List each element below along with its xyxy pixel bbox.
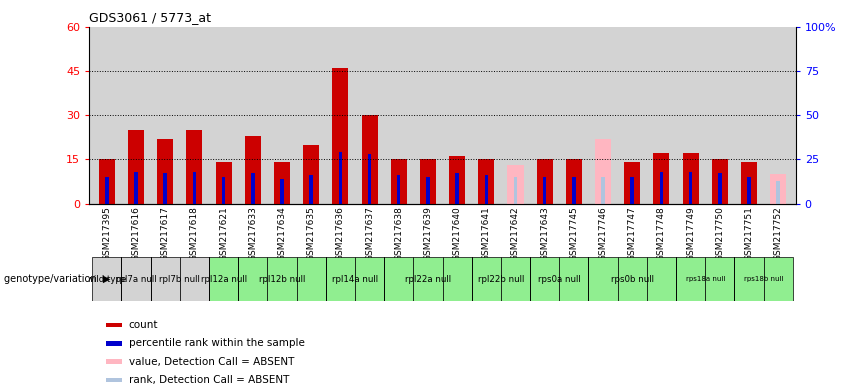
- Bar: [157, 139, 174, 204]
- Text: rpl14a null: rpl14a null: [332, 275, 378, 284]
- Bar: [128, 130, 144, 204]
- Bar: [274, 162, 290, 204]
- Bar: [676, 257, 705, 301]
- Text: value, Detection Call = ABSENT: value, Detection Call = ABSENT: [129, 357, 294, 367]
- Bar: [776, 180, 780, 204]
- Bar: [478, 159, 494, 204]
- Bar: [566, 159, 582, 204]
- Bar: [326, 257, 355, 301]
- Text: wild type: wild type: [87, 275, 127, 284]
- Bar: [501, 257, 530, 301]
- Bar: [151, 257, 180, 301]
- Bar: [718, 174, 722, 204]
- Bar: [180, 257, 209, 301]
- Bar: [384, 257, 414, 301]
- Text: rpl7a null: rpl7a null: [116, 275, 157, 284]
- Bar: [455, 174, 459, 204]
- Bar: [397, 175, 401, 204]
- Text: rps18b null: rps18b null: [744, 276, 783, 282]
- Bar: [449, 156, 465, 204]
- Text: rpl22b null: rpl22b null: [477, 275, 524, 284]
- Bar: [688, 172, 693, 204]
- Bar: [647, 257, 676, 301]
- Bar: [711, 159, 728, 204]
- Text: percentile rank within the sample: percentile rank within the sample: [129, 338, 305, 348]
- Text: rpl22a null: rpl22a null: [405, 275, 451, 284]
- Bar: [238, 257, 267, 301]
- Bar: [222, 177, 226, 204]
- Bar: [251, 174, 254, 204]
- Bar: [572, 177, 575, 204]
- Text: rpl12a null: rpl12a null: [201, 275, 247, 284]
- Bar: [660, 172, 663, 204]
- Bar: [192, 172, 197, 204]
- Bar: [209, 257, 238, 301]
- Bar: [297, 257, 326, 301]
- Bar: [443, 257, 471, 301]
- Bar: [543, 177, 546, 204]
- Bar: [654, 154, 670, 204]
- Bar: [484, 175, 488, 204]
- Bar: [391, 159, 407, 204]
- Bar: [741, 162, 757, 204]
- Bar: [122, 257, 151, 301]
- Bar: [602, 177, 605, 204]
- Bar: [368, 154, 371, 204]
- Bar: [530, 257, 559, 301]
- Text: rpl7b null: rpl7b null: [159, 275, 200, 284]
- Bar: [537, 159, 552, 204]
- Text: count: count: [129, 320, 158, 330]
- Bar: [588, 257, 618, 301]
- Bar: [514, 177, 517, 204]
- Bar: [303, 145, 319, 204]
- Bar: [186, 130, 203, 204]
- Bar: [507, 165, 523, 204]
- Bar: [414, 257, 443, 301]
- Bar: [559, 257, 588, 301]
- Bar: [362, 115, 378, 204]
- Bar: [595, 139, 611, 204]
- Bar: [134, 172, 138, 204]
- Bar: [420, 159, 436, 204]
- Bar: [747, 177, 751, 204]
- Text: rps18a null: rps18a null: [686, 276, 725, 282]
- Text: rps0b null: rps0b null: [611, 275, 654, 284]
- Text: rpl12b null: rpl12b null: [259, 275, 306, 284]
- Bar: [683, 154, 699, 204]
- Text: rank, Detection Call = ABSENT: rank, Detection Call = ABSENT: [129, 375, 288, 384]
- Bar: [215, 162, 231, 204]
- Text: genotype/variation  ▶: genotype/variation ▶: [4, 274, 111, 285]
- Bar: [245, 136, 260, 204]
- Bar: [280, 179, 283, 204]
- Bar: [625, 162, 640, 204]
- Bar: [267, 257, 297, 301]
- Bar: [92, 257, 122, 301]
- Bar: [355, 257, 384, 301]
- Bar: [734, 257, 763, 301]
- Bar: [339, 152, 342, 204]
- Bar: [705, 257, 734, 301]
- Bar: [163, 174, 167, 204]
- Text: GDS3061 / 5773_at: GDS3061 / 5773_at: [89, 11, 211, 24]
- Bar: [471, 257, 501, 301]
- Bar: [631, 177, 634, 204]
- Bar: [333, 68, 348, 204]
- Bar: [99, 159, 115, 204]
- Bar: [426, 177, 430, 204]
- Bar: [106, 177, 109, 204]
- Bar: [763, 257, 793, 301]
- Bar: [310, 175, 313, 204]
- Text: rps0a null: rps0a null: [538, 275, 580, 284]
- Bar: [770, 174, 786, 204]
- Bar: [618, 257, 647, 301]
